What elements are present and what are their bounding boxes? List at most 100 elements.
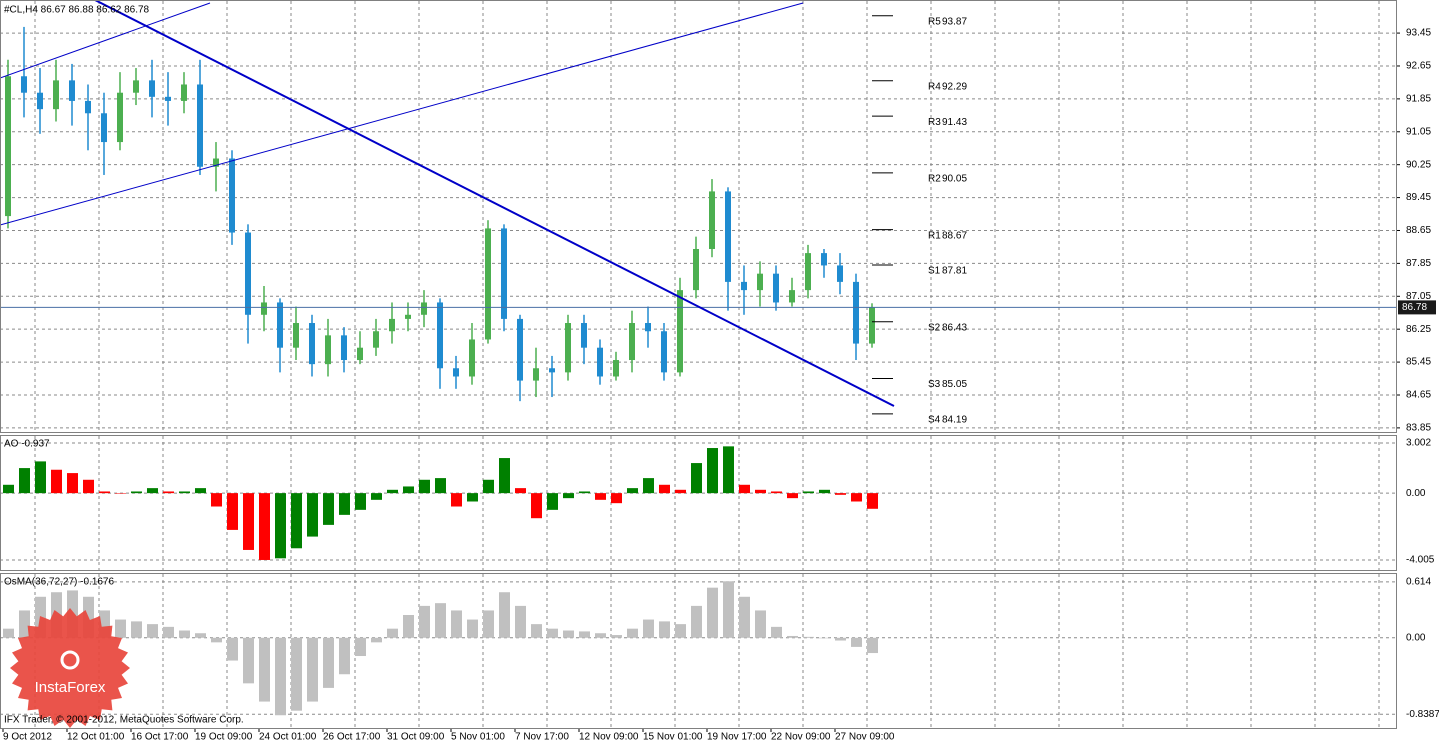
histogram-bar bbox=[627, 628, 638, 638]
x-tick-label: 16 Oct 17:00 bbox=[131, 732, 189, 743]
histogram-bar bbox=[451, 610, 462, 638]
x-tick-label: 12 Nov 09:00 bbox=[579, 732, 639, 743]
candle-body bbox=[197, 84, 203, 167]
histogram-bar bbox=[403, 486, 414, 494]
candle-body bbox=[485, 228, 491, 340]
histogram-bar bbox=[355, 637, 366, 657]
pivot-value: 90.05 bbox=[942, 174, 967, 185]
histogram-bar bbox=[787, 635, 798, 638]
candle-body bbox=[149, 80, 155, 97]
histogram-bar bbox=[659, 621, 670, 638]
candle-body bbox=[437, 302, 443, 369]
histogram-bar bbox=[563, 630, 574, 638]
histogram-bar bbox=[227, 637, 238, 661]
candle-body bbox=[165, 96, 171, 101]
histogram-bar bbox=[19, 468, 30, 494]
histogram-bar bbox=[195, 488, 206, 494]
y-tick-label: 86.25 bbox=[1406, 324, 1431, 335]
histogram-bar bbox=[483, 479, 494, 494]
pivot-name: S4 bbox=[928, 415, 941, 426]
candle-body bbox=[757, 273, 763, 291]
histogram-bar bbox=[531, 624, 542, 638]
histogram-bar bbox=[387, 628, 398, 638]
histogram-bar bbox=[227, 493, 238, 530]
watermark-logo: InstaForex bbox=[10, 608, 130, 728]
y-tick-label: 87.05 bbox=[1406, 291, 1431, 302]
histogram-bar bbox=[435, 478, 446, 494]
histogram-bar bbox=[211, 493, 222, 507]
histogram-bar bbox=[515, 605, 526, 638]
pivot-value: 93.87 bbox=[942, 16, 967, 27]
price-panel bbox=[0, 0, 1397, 433]
histogram-bar bbox=[67, 473, 78, 494]
candle-body bbox=[661, 331, 667, 373]
y-tick-label: -0.8387 bbox=[1406, 709, 1439, 720]
candle-body bbox=[229, 158, 235, 233]
histogram-bar bbox=[243, 637, 254, 684]
x-tick-label: 27 Nov 09:00 bbox=[835, 732, 895, 743]
channel-line bbox=[0, 2, 804, 226]
x-tick-label: 5 Nov 01:00 bbox=[451, 732, 505, 743]
histogram-bar bbox=[851, 493, 862, 502]
histogram-bar bbox=[3, 628, 14, 638]
candle-body bbox=[869, 307, 875, 344]
x-tick-label: 19 Oct 09:00 bbox=[195, 732, 253, 743]
candle-body bbox=[709, 191, 715, 249]
histogram-bar bbox=[323, 493, 334, 525]
candle-body bbox=[837, 265, 843, 282]
histogram-bar bbox=[147, 488, 158, 494]
histogram-bar bbox=[115, 493, 126, 494]
y-tick-label: 91.85 bbox=[1406, 94, 1431, 105]
histogram-bar bbox=[835, 493, 846, 495]
logo-icon bbox=[60, 650, 80, 670]
histogram-bar bbox=[51, 469, 62, 494]
histogram-bar bbox=[3, 484, 14, 494]
histogram-bar bbox=[131, 491, 142, 494]
x-tick-label: 9 Oct 2012 bbox=[3, 732, 52, 743]
candle-body bbox=[245, 232, 251, 315]
candle-body bbox=[133, 80, 139, 93]
pivot-name: S2 bbox=[928, 322, 941, 333]
histogram-bar bbox=[739, 484, 750, 494]
channel-line bbox=[0, 2, 211, 79]
candle-body bbox=[453, 368, 459, 377]
candle-body bbox=[549, 368, 555, 373]
histogram-bar bbox=[707, 587, 718, 638]
y-tick-label: 93.45 bbox=[1406, 28, 1431, 39]
histogram-bar bbox=[595, 633, 606, 638]
histogram-bar bbox=[163, 491, 174, 494]
candle-body bbox=[741, 281, 747, 291]
histogram-bar bbox=[643, 619, 654, 638]
candle-body bbox=[261, 302, 267, 315]
label-layer: 93.45 92.65 91.85 91.05 90.25 89.45 88.65 87.85… bbox=[2, 5, 1439, 743]
histogram-bar bbox=[419, 479, 430, 494]
histogram-bar bbox=[643, 478, 654, 494]
histogram-bar bbox=[451, 493, 462, 507]
y-tick-label: 85.45 bbox=[1406, 357, 1431, 368]
x-tick-label: 15 Nov 01:00 bbox=[643, 732, 703, 743]
y-tick-label: 0.614 bbox=[1406, 576, 1431, 587]
histogram-bar bbox=[531, 493, 542, 519]
pivot-value: 91.43 bbox=[942, 117, 967, 128]
histogram-bar bbox=[35, 461, 46, 494]
histogram-bar bbox=[867, 493, 878, 509]
candle-body bbox=[533, 368, 539, 381]
indicator-title: AO -0.937 bbox=[4, 439, 50, 450]
candle-body bbox=[181, 84, 187, 101]
histogram-bar bbox=[435, 603, 446, 638]
candle-body bbox=[341, 335, 347, 361]
histogram-bar bbox=[803, 636, 814, 638]
ao-panel bbox=[0, 435, 1397, 571]
histogram-bar bbox=[675, 489, 686, 494]
histogram-bar bbox=[115, 619, 126, 638]
candle-body bbox=[725, 191, 731, 282]
candle-body bbox=[325, 335, 331, 365]
pivot-value: 87.81 bbox=[942, 266, 967, 277]
histogram-bar bbox=[627, 488, 638, 494]
candle-body bbox=[581, 323, 587, 348]
histogram-bar bbox=[323, 637, 334, 688]
pivot-name: R3 bbox=[928, 117, 941, 128]
candle-body bbox=[101, 113, 107, 143]
